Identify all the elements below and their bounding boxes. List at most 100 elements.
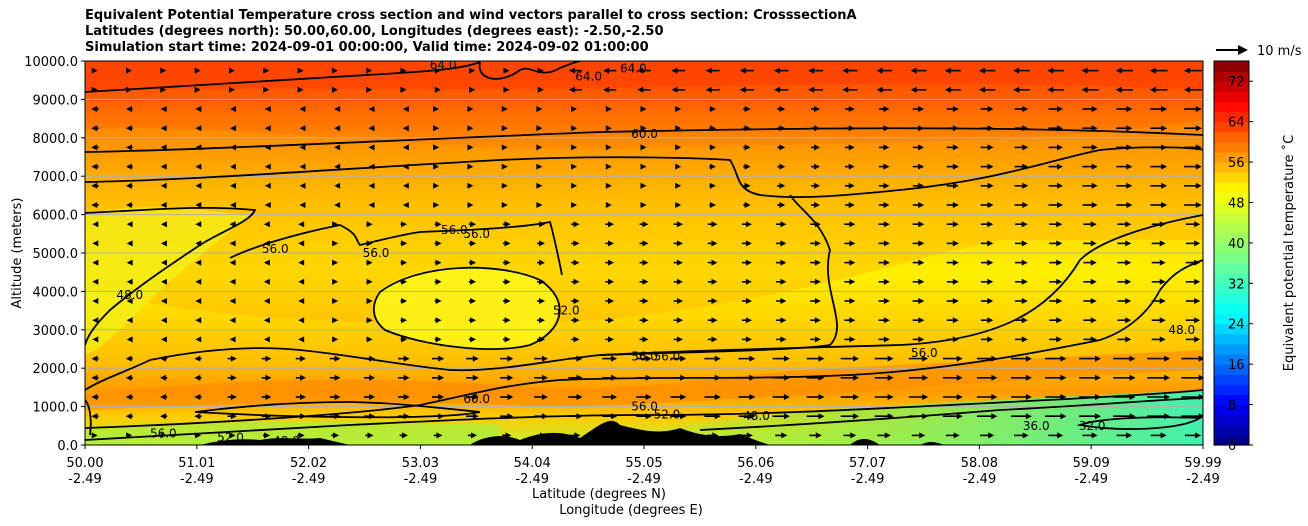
- wind-vector-head: [739, 86, 746, 93]
- wind-vector-head: [952, 298, 959, 304]
- colorbar-level: [1214, 253, 1249, 264]
- wind-vector-head: [991, 355, 998, 362]
- wind-vector-head: [1056, 106, 1063, 112]
- wind-vector-head: [230, 413, 237, 420]
- wind-vector-head: [160, 240, 167, 247]
- wind-vector-head: [403, 394, 410, 400]
- wind-vector-head: [1090, 336, 1097, 343]
- y-tick-label: 1000.0: [33, 401, 79, 416]
- wind-vector-head: [299, 394, 306, 400]
- contour-label: 56.0: [150, 426, 177, 440]
- wind-vector-head: [366, 317, 373, 324]
- wind-vector-head: [671, 86, 678, 93]
- wind-vector-head: [1194, 278, 1201, 285]
- wind-vector-head: [675, 163, 682, 170]
- wind-vector-head: [573, 317, 580, 324]
- wind-vector-head: [1198, 374, 1203, 381]
- wind-vector-head: [472, 374, 479, 381]
- wind-vector-head: [645, 355, 652, 362]
- wind-vector-head: [332, 317, 339, 324]
- colorbar-tick-label: 40: [1228, 237, 1245, 252]
- wind-vector-head: [507, 394, 514, 400]
- wind-vector-head: [818, 355, 825, 362]
- wind-vector-head: [709, 106, 716, 112]
- wind-vector-head: [1164, 394, 1171, 400]
- wind-vector-head: [503, 67, 510, 74]
- wind-vector-head: [779, 106, 786, 112]
- wind-vector-head: [576, 394, 583, 400]
- wind-vector-head: [125, 182, 132, 189]
- wind-vector-head: [160, 298, 167, 304]
- wind-vector-head: [952, 144, 959, 151]
- colorbar-level: [1214, 192, 1249, 204]
- colorbar-tick-label: 8: [1228, 399, 1236, 414]
- wind-vector-head: [773, 86, 780, 93]
- wind-vector-head: [537, 86, 544, 93]
- wind-vector-head: [952, 278, 959, 285]
- wind-vector-head: [818, 394, 825, 400]
- wind-vector-head: [1126, 163, 1133, 170]
- colorbar-ticks: 0 8 16 24 32 40 48 56 64 72: [1228, 75, 1253, 454]
- wind-vector-head: [1126, 202, 1133, 208]
- wind-vector-head: [818, 413, 825, 420]
- wind-vector-head: [536, 182, 543, 189]
- colorbar-level: [1214, 414, 1249, 426]
- wind-vector-head: [842, 86, 849, 93]
- wind-vector-head: [849, 240, 856, 247]
- colorbar-level: [1214, 434, 1249, 446]
- wind-vector-head: [952, 106, 959, 112]
- wind-vector-head: [883, 144, 890, 151]
- wind-vector-head: [739, 67, 746, 74]
- colorbar-level: [1214, 424, 1249, 436]
- wind-vector-head: [640, 182, 647, 189]
- wind-vector-head: [263, 86, 270, 93]
- wind-vector-head: [1022, 125, 1029, 132]
- wind-vector-head: [918, 240, 925, 247]
- wind-vector-head: [433, 182, 440, 189]
- wind-vector-head: [642, 259, 649, 266]
- wind-vector-head: [645, 394, 652, 400]
- x-tick-label-lon: -2.49: [180, 472, 214, 487]
- wind-vector-head: [1021, 298, 1028, 304]
- wind-vector-head: [952, 336, 959, 343]
- wind-vector-head: [1125, 259, 1132, 266]
- wind-vector-head: [814, 336, 821, 343]
- colorbar-level: [1214, 212, 1249, 224]
- wind-vector-head: [918, 336, 925, 343]
- wind-vector-head: [160, 336, 167, 343]
- wind-vector-head: [194, 86, 201, 93]
- wind-vector-head: [887, 394, 894, 400]
- colorbar-level: [1214, 303, 1249, 315]
- wind-vector-head: [195, 336, 202, 343]
- wind-vector-head: [126, 240, 133, 247]
- wind-vector-head: [780, 336, 787, 343]
- wind-vector-head: [574, 432, 581, 439]
- wind-vector-head: [91, 163, 98, 170]
- wind-vector-head: [299, 106, 306, 112]
- wind-vector-head: [229, 336, 236, 343]
- wind-vector-head: [126, 259, 133, 266]
- wind-vector-head: [230, 202, 237, 208]
- contour-label: 36.0: [1023, 419, 1050, 433]
- wind-vector-head: [195, 125, 202, 132]
- wind-vector-head: [918, 259, 925, 266]
- wind-vector-head: [814, 202, 821, 208]
- wind-vector-head: [848, 182, 855, 189]
- colorbar-level: [1214, 323, 1249, 335]
- warm-upper-cap: [85, 61, 1203, 92]
- wind-vector-head: [334, 106, 341, 112]
- colorbar-level: [1214, 131, 1249, 143]
- wind-vector-head: [573, 259, 580, 266]
- contour-line: [85, 214, 1203, 391]
- contour-label: 52.0: [553, 304, 580, 318]
- colorbar-level: [1214, 404, 1249, 416]
- wind-vector-head: [470, 317, 477, 324]
- colorbar-level: [1214, 394, 1249, 406]
- wind-vector-head: [573, 336, 580, 343]
- x-tick-label-lon: -2.49: [627, 472, 661, 487]
- wind-vector-head: [92, 336, 99, 343]
- wind-vector-head: [711, 278, 718, 285]
- contour-label: 56.0: [631, 350, 658, 364]
- wind-vector-head: [298, 336, 305, 343]
